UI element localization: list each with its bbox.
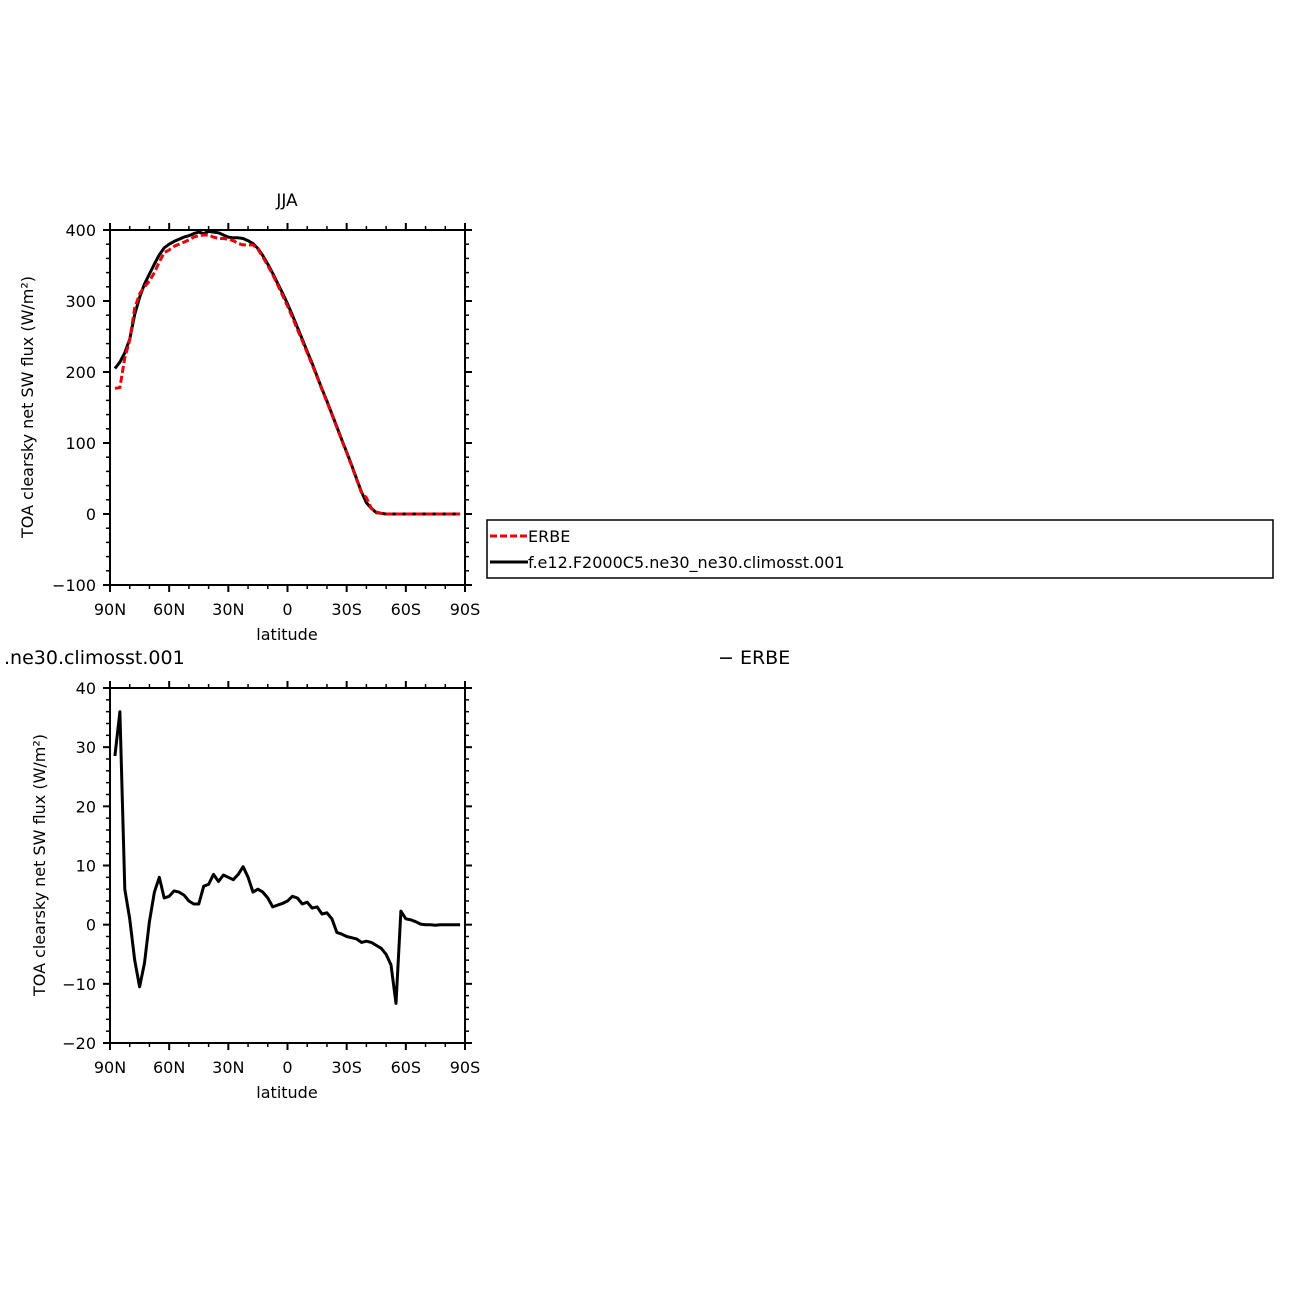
bottom-chart-frame <box>109 687 466 1044</box>
bottom-chart-y-axis-label: TOA clearsky net SW flux (W/m²) <box>30 734 49 997</box>
x-tick-label: 30S <box>331 1058 362 1077</box>
top-chart-frame <box>109 229 466 586</box>
legend: ERBE f.e12.F2000C5.ne30_ne30.climosst.00… <box>486 519 1274 579</box>
bottom-chart-series <box>113 710 461 1005</box>
y-tick-label: −100 <box>52 576 96 595</box>
bottom-chart-x-axis-label: latitude <box>256 1083 317 1102</box>
top-chart-y-tick-labels: −100 0 100 200 300 400 <box>52 221 96 595</box>
y-tick-label: 100 <box>65 434 96 453</box>
legend-box <box>486 519 1274 579</box>
x-tick-label: 0 <box>282 600 292 619</box>
x-tick-label: 30N <box>212 1058 244 1077</box>
y-tick-label: 10 <box>76 857 96 876</box>
x-tick-label: 0 <box>282 1058 292 1077</box>
x-tick-label: 60N <box>153 600 185 619</box>
y-tick-label: −20 <box>62 1034 96 1053</box>
legend-label-erbe: ERBE <box>528 527 570 546</box>
top-chart-y-axis-label: TOA clearsky net SW flux (W/m²) <box>18 276 37 539</box>
y-tick-label: 30 <box>76 738 96 757</box>
y-tick-label: 200 <box>65 363 96 382</box>
bottom-chart: .ne30.climosst.001 − ERBE 90N 60N 30N 0 30S 6… <box>4 647 790 1102</box>
x-tick-label: 90N <box>94 1058 126 1077</box>
x-tick-label: 60S <box>391 600 422 619</box>
y-tick-label: −10 <box>62 975 96 994</box>
y-tick-label: 400 <box>65 221 96 240</box>
y-tick-label: 0 <box>86 916 96 935</box>
bottom-chart-title: .ne30.climosst.001 <box>4 647 185 669</box>
y-tick-label: 0 <box>86 505 96 524</box>
top-chart-x-tick-labels: 90N 60N 30N 0 30S 60S 90S <box>94 600 480 619</box>
series-line-0 <box>114 233 461 516</box>
top-chart-title: JJA <box>275 191 298 211</box>
top-chart-series <box>113 229 461 516</box>
y-tick-label: 20 <box>76 797 96 816</box>
x-tick-label: 30S <box>331 600 362 619</box>
x-tick-label: 30N <box>212 600 244 619</box>
x-tick-label: 90N <box>94 600 126 619</box>
y-tick-label: 40 <box>76 679 96 698</box>
series-line-0 <box>113 710 461 1005</box>
x-tick-label: 60S <box>391 1058 422 1077</box>
bottom-chart-x-tick-labels: 90N 60N 30N 0 30S 60S 90S <box>94 1058 480 1077</box>
top-chart-x-axis-label: latitude <box>256 625 317 644</box>
x-tick-label: 90S <box>450 600 481 619</box>
x-tick-label: 60N <box>153 1058 185 1077</box>
x-tick-label: 90S <box>450 1058 481 1077</box>
y-tick-label: 300 <box>65 292 96 311</box>
legend-label-model: f.e12.F2000C5.ne30_ne30.climosst.001 <box>528 553 845 573</box>
top-chart: JJA 90N 60N 30N 0 30S 60S 90S −100 0 100 200 300 40… <box>18 191 480 644</box>
bottom-chart-title-right: − ERBE <box>718 647 790 669</box>
bottom-chart-y-tick-labels: −20 −10 0 10 20 30 40 <box>62 679 96 1053</box>
